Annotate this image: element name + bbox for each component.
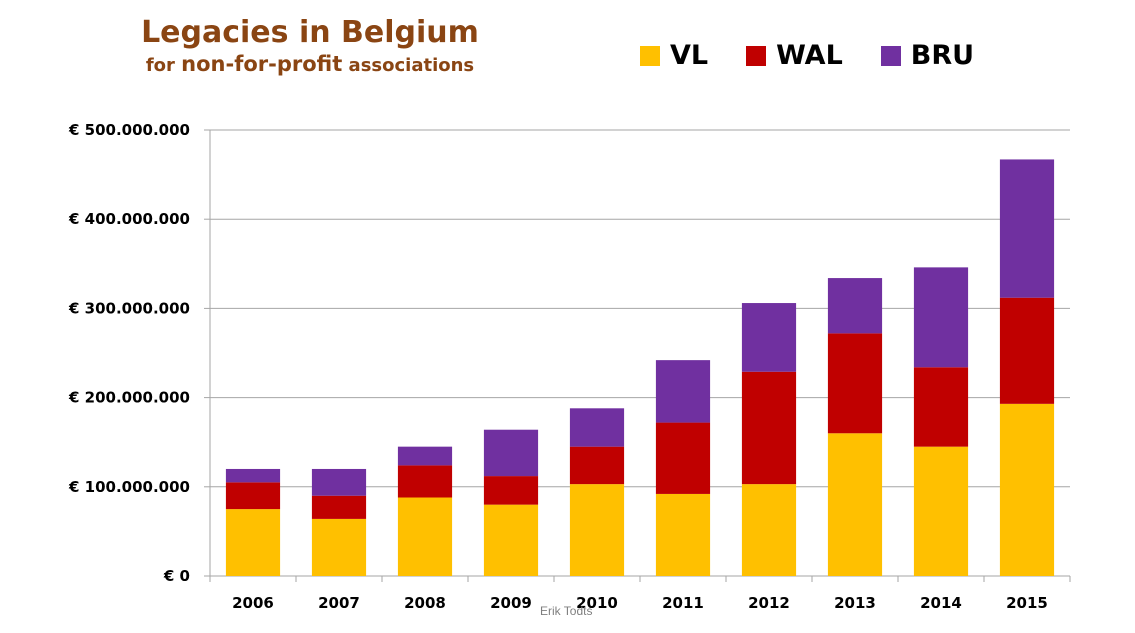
bar-wal-2007 [311, 495, 367, 519]
y-tick-label: € 200.000.000 [68, 389, 190, 407]
bar-vl-2013 [827, 433, 883, 576]
bar-wal-2008 [397, 465, 453, 498]
legend-label-wal: WAL [776, 40, 843, 71]
y-tick-label: € 100.000.000 [68, 478, 190, 496]
bar-vl-2008 [397, 497, 453, 576]
bar-wal-2011 [655, 422, 711, 494]
bar-wal-2013 [827, 333, 883, 434]
bar-wal-2014 [913, 367, 969, 447]
legend-item-vl: VL [640, 40, 708, 71]
chart-subtitle: for non-for-profit associations [130, 52, 490, 78]
x-tick-label: 2006 [232, 594, 274, 612]
x-tick-label: 2009 [490, 594, 532, 612]
legend-swatch-bru [880, 45, 901, 66]
author-credit: Erik Todts [540, 604, 593, 618]
x-tick-label: 2012 [748, 594, 790, 612]
x-tick-label: 2007 [318, 594, 360, 612]
bar-bru-2006 [225, 468, 281, 483]
bar-bru-2011 [655, 360, 711, 423]
bar-vl-2012 [741, 484, 797, 576]
bar-vl-2015 [999, 403, 1055, 576]
x-tick-label: 2011 [662, 594, 704, 612]
bar-vl-2009 [483, 504, 539, 576]
bar-bru-2008 [397, 446, 453, 466]
bar-bru-2013 [827, 278, 883, 334]
y-tick-label: € 400.000.000 [68, 210, 190, 228]
chart-title: Legacies in Belgium [141, 15, 479, 50]
chart-title-block: Legacies in Belgium for non-for-profit a… [130, 14, 490, 78]
bar-bru-2014 [913, 267, 969, 368]
legend-swatch-vl [640, 45, 660, 66]
bar-wal-2015 [999, 297, 1055, 404]
bar-bru-2015 [999, 159, 1055, 298]
x-tick-label: 2013 [834, 594, 876, 612]
y-tick-label: € 0 [163, 567, 190, 585]
legend-item-wal: WAL [746, 40, 843, 71]
subtitle-prefix: for [145, 55, 182, 76]
legend-swatch-wal [746, 45, 767, 66]
bar-wal-2010 [569, 446, 625, 485]
bar-vl-2006 [225, 509, 281, 576]
bar-vl-2014 [913, 446, 969, 576]
bar-bru-2007 [311, 468, 367, 496]
legend-label-bru: BRU [910, 40, 975, 71]
bar-bru-2010 [569, 408, 625, 447]
subtitle-emphasis: non-for-profit [181, 52, 343, 76]
bar-bru-2012 [741, 303, 797, 372]
legend-label-vl: VL [670, 40, 709, 71]
bar-vl-2007 [311, 518, 367, 576]
x-tick-label: 2008 [404, 594, 446, 612]
y-tick-label: € 300.000.000 [68, 299, 190, 317]
bar-wal-2009 [483, 476, 539, 505]
bar-wal-2012 [741, 371, 797, 485]
y-tick-label: € 500.000.000 [68, 121, 190, 139]
x-tick-label: 2014 [920, 594, 962, 612]
x-tick-label: 2010 [576, 594, 618, 612]
x-tick-label: 2015 [1006, 594, 1048, 612]
bar-vl-2011 [655, 493, 711, 576]
legend-item-bru: BRU [880, 40, 975, 71]
bar-vl-2010 [569, 484, 625, 576]
bar-wal-2006 [225, 482, 281, 510]
chart-legend: VL WAL BRU [640, 40, 1012, 71]
subtitle-suffix: associations [342, 55, 475, 76]
bar-bru-2009 [483, 429, 539, 477]
